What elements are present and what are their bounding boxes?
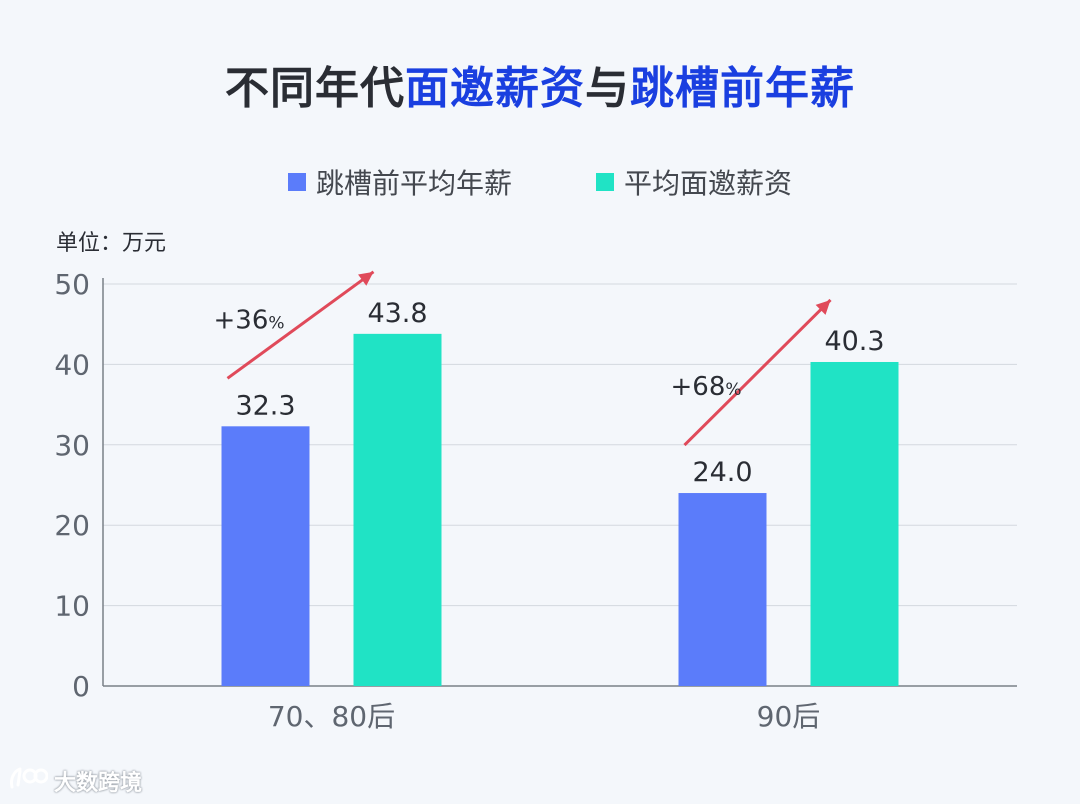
chart-title: 不同年代面邀薪资与跳槽前年薪 [0,52,1080,116]
title-part1: 不同年代 [225,63,405,114]
x-tick-label: 70、80后 [268,700,395,733]
growth-value: +36 [214,305,269,335]
watermark-logo-icon [8,765,49,797]
title-part4: 跳槽前年薪 [630,63,855,114]
chart-legend: 跳槽前平均年薪 平均面邀薪资 [0,162,1080,202]
y-tick-label: 0 [72,670,90,703]
watermark-text: 大数跨境 [54,771,143,796]
y-tick-label: 30 [54,429,90,462]
growth-arrow-head [358,271,374,286]
data-label: 43.8 [367,298,427,329]
growth-annotation: +36% [214,305,285,335]
growth-arrow-head [815,299,831,315]
legend-item-prev-salary: 跳槽前平均年薪 [287,162,512,202]
bar [221,426,310,686]
growth-annotation: +68% [671,372,742,402]
bar [678,493,767,686]
watermark: 大数跨境 [8,765,142,797]
y-tick-label: 50 [54,268,90,301]
growth-percent-sign: % [725,380,741,400]
bar [353,333,442,686]
growth-arrow-line [226,270,375,380]
data-label: 24.0 [692,457,752,488]
growth-arrow-line [683,298,832,447]
legend-swatch-offer-salary [596,173,614,191]
y-tick-label: 40 [54,348,90,381]
legend-label-prev-salary: 跳槽前平均年薪 [315,167,512,200]
bar [810,361,899,686]
legend-item-offer-salary: 平均面邀薪资 [596,162,792,202]
data-label: 32.3 [235,390,295,421]
unit-label: 单位：万元 [56,231,167,256]
title-part3: 与 [585,63,630,114]
x-tick-label: 90后 [757,700,821,733]
y-tick-label: 20 [54,509,90,542]
legend-label-offer-salary: 平均面邀薪资 [624,167,793,200]
growth-percent-sign: % [268,313,284,333]
title-part2: 面邀薪资 [405,63,585,114]
legend-swatch-prev-salary [287,173,306,191]
data-label: 40.3 [824,326,884,357]
y-tick-label: 10 [54,590,90,623]
growth-value: +68 [671,372,726,402]
